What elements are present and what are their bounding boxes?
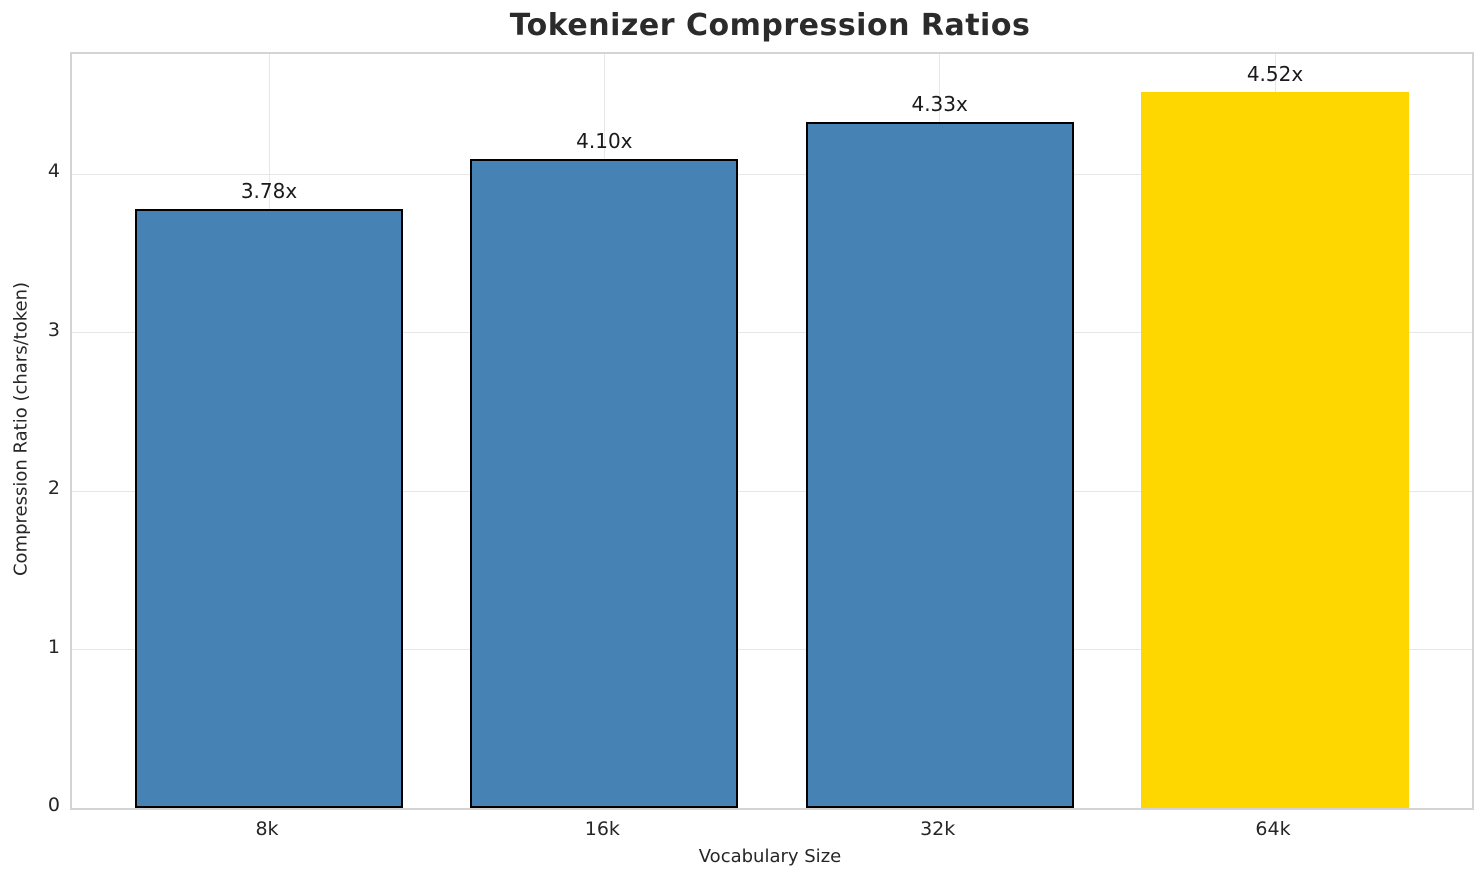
horizontal-gridline [72,173,1472,175]
bar [135,209,403,808]
y-tick-label: 1 [47,635,60,658]
horizontal-gridline [72,649,1472,651]
x-tick-label: 64k [1255,818,1291,840]
horizontal-gridline [72,490,1472,492]
bar-value-label: 4.52x [1246,62,1304,87]
x-axis-label: Vocabulary Size [698,846,842,867]
bar-value-label: 4.10x [576,128,633,153]
bar-value-label: 3.78x [240,179,298,204]
bar-value-label: 4.33x [911,92,968,117]
chart-title: Tokenizer Compression Ratios [509,8,1031,43]
plot-area: 3.78x 4.10x 4.33x 4.52x [70,52,1474,810]
y-tick-label: 4 [47,160,60,183]
y-tick-label: 0 [47,794,60,816]
x-tick-label: 8k [255,818,279,840]
x-tick-label: 32k [920,818,956,840]
bar [805,122,1074,808]
y-tick-label: 2 [47,477,60,500]
horizontal-gridline [72,332,1472,334]
bar-highlighted [1141,92,1409,808]
bar [470,158,739,808]
y-tick-label: 3 [47,318,60,341]
x-tick-label: 16k [584,818,620,840]
